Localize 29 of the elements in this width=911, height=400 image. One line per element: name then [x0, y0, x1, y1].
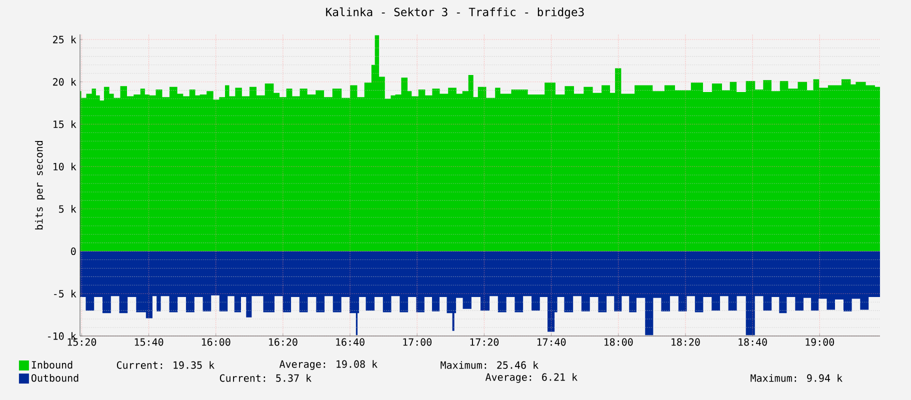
x-tick-label: 15:20 [68, 338, 96, 346]
legend-label: Outbound [32, 374, 78, 382]
x-tick-label: 19:00 [806, 338, 834, 346]
y-tick-label: 15 k [54, 120, 76, 128]
y-tick-label: 10 k [54, 162, 76, 170]
x-tick-label: 15:40 [134, 338, 164, 346]
text: Average: 6.21 k [485, 373, 578, 383]
x-tick-label: 17:00 [403, 338, 432, 346]
x-tick-label: 18:20 [672, 338, 700, 346]
text: Current: 5.37 k [220, 374, 312, 382]
text: Maximum: 9.94 k [750, 374, 842, 382]
legend-label: Inbound [32, 360, 72, 369]
text: Average: 19.08 k [279, 360, 378, 370]
x-tick-label: 16:00 [202, 338, 230, 346]
x-tick-label: 17:40 [537, 338, 566, 346]
y-tick-label: 0 [71, 247, 76, 256]
x-tick-label: 18:40 [738, 338, 767, 346]
y-tick-label: 5 k [59, 205, 76, 213]
y-tick-label: -5 k [54, 290, 76, 298]
chart-title: Kalinka - Sektor 3 - Traffic - bridge3 [326, 7, 584, 19]
y-tick-label: 20 k [53, 78, 76, 86]
x-tick-label: 16:20 [269, 338, 298, 346]
y-axis-title: bits per second [35, 140, 45, 230]
text: Maximum: 25.46 k [440, 361, 538, 369]
text: Current: 19.35 k [116, 361, 214, 369]
x-tick-label: 17:20 [470, 338, 499, 346]
x-tick-label: 18:00 [604, 338, 633, 346]
y-tick-label: 25 k [53, 36, 76, 44]
x-tick-label: 16:40 [336, 338, 364, 346]
